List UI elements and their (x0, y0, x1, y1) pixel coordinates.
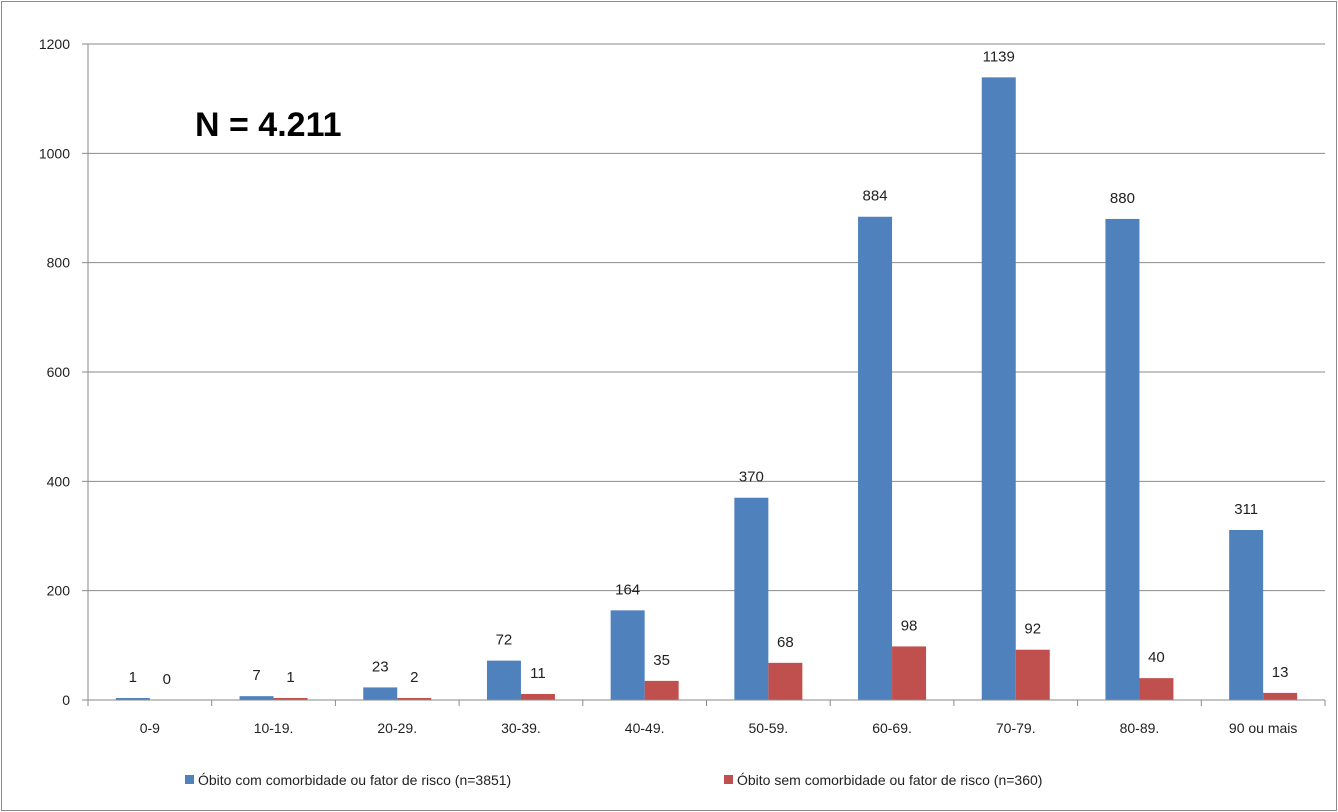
bar (115, 698, 150, 700)
legend-swatch (724, 775, 733, 784)
x-tick-label: 70-79. (996, 720, 1036, 736)
data-label: 311 (1234, 501, 1258, 518)
bar (1015, 649, 1050, 700)
bar (239, 696, 274, 700)
data-label: 164 (615, 581, 640, 598)
data-label: 7 (252, 667, 260, 684)
bar (1105, 218, 1140, 700)
data-label: 92 (1024, 621, 1041, 638)
x-tick-label: 50-59. (748, 720, 788, 736)
bar (858, 216, 893, 700)
bar (486, 660, 521, 700)
x-axis: 0-9 10-19. 20-29. 30-39. 40-49. 50-59. 60-69. 7… (87, 699, 1326, 736)
data-label: 2 (410, 669, 418, 686)
legend: Óbito com comorbidade ou fator de risco … (185, 772, 1042, 788)
x-tick-label: 0-9 (140, 720, 160, 736)
data-label: 370 (739, 469, 764, 486)
data-label: 13 (1272, 664, 1289, 681)
bar (610, 610, 645, 700)
annotation-total: N = 4.211 (195, 106, 342, 144)
y-axis: 0 200 400 600 800 1000 1200 (39, 36, 89, 708)
bar (1229, 529, 1264, 700)
data-label: 1 (129, 669, 137, 686)
y-tick-label: 1200 (39, 36, 70, 52)
y-tick-label: 400 (47, 473, 71, 489)
bar (397, 698, 432, 700)
data-label: 1139 (983, 48, 1015, 65)
data-label: 98 (901, 617, 918, 634)
data-label: 0 (163, 671, 171, 688)
x-tick-label: 80-89. (1120, 720, 1160, 736)
x-tick-label: 60-69. (872, 720, 912, 736)
legend-swatch (185, 775, 194, 784)
data-label: 23 (372, 658, 389, 675)
legend-label: Óbito sem comorbidade ou fator de risco … (737, 772, 1042, 788)
y-tick-label: 200 (47, 583, 71, 599)
data-label: 35 (653, 652, 670, 669)
y-tick-label: 800 (47, 255, 71, 271)
x-tick-label: 90 ou mais (1229, 720, 1297, 736)
x-tick-label: 20-29. (377, 720, 417, 736)
bar (363, 687, 398, 700)
bar (520, 693, 555, 700)
bar (892, 646, 927, 700)
data-label: 40 (1148, 649, 1165, 666)
bar (734, 497, 769, 700)
y-tick-label: 1000 (39, 145, 70, 161)
bar (768, 662, 803, 700)
bar (1139, 678, 1174, 700)
bar (1263, 692, 1298, 700)
data-label: 880 (1110, 190, 1135, 207)
y-tick-label: 0 (62, 692, 70, 708)
data-label: 884 (863, 188, 888, 205)
bars (115, 77, 1298, 700)
x-tick-label: 10-19. (254, 720, 294, 736)
data-label: 1 (286, 669, 294, 686)
x-tick-label: 40-49. (625, 720, 665, 736)
bar (644, 680, 679, 700)
x-tick-label: 30-39. (501, 720, 541, 736)
bar (981, 77, 1016, 700)
y-tick-label: 600 (47, 364, 71, 380)
legend-label: Óbito com comorbidade ou fator de risco … (198, 772, 511, 788)
data-label: 11 (530, 665, 546, 682)
bar (273, 698, 308, 700)
data-labels: 1 7 23 72 164 370 884 1139 880 311 0 1 2 11 35 68 98 92 40… (129, 48, 1289, 688)
data-label: 68 (777, 634, 794, 651)
data-label: 72 (496, 632, 513, 649)
